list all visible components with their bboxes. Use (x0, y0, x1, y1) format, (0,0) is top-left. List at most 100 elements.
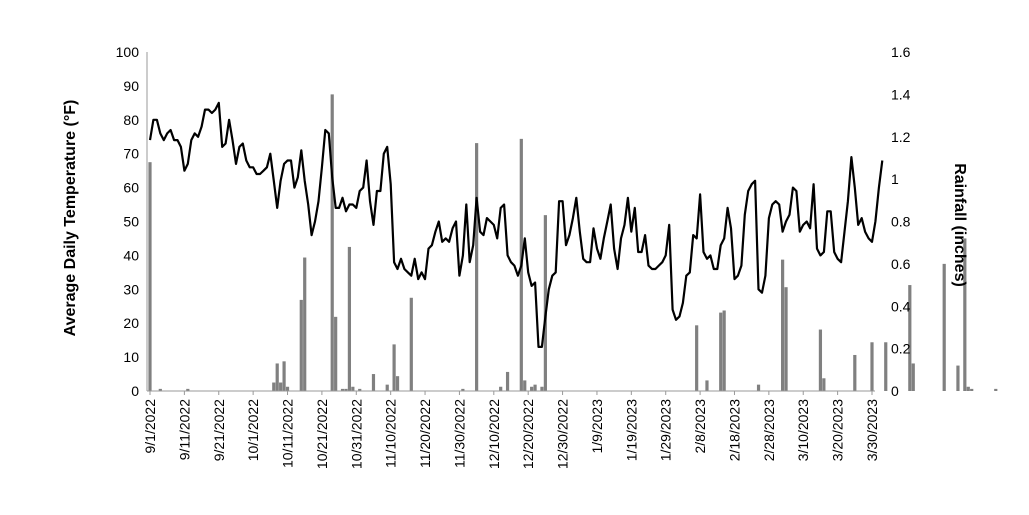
x-tick-label: 1/9/2023 (589, 399, 605, 454)
rainfall-bar (505, 371, 510, 391)
x-tick-label: 9/1/2022 (142, 399, 158, 454)
rainfall-bar (822, 378, 826, 391)
rainfall-bar (695, 325, 699, 391)
rainfall-bar (994, 388, 998, 391)
rainfall-bar (409, 297, 413, 391)
rainfall-bar (911, 363, 915, 391)
rainfall-bar (385, 384, 389, 391)
y-axis-title: Average Daily Temperature (°F) (62, 100, 79, 337)
rainfall-bar (282, 361, 286, 391)
rainfall-bars (148, 94, 998, 391)
rainfall-bar (942, 263, 946, 391)
x-tick-label: 2/8/2023 (692, 399, 708, 454)
rainfall-bar (148, 162, 152, 391)
rainfall-bar (344, 388, 348, 391)
y2-tick-label: 1.2 (891, 129, 911, 145)
rainfall-bar (158, 388, 162, 391)
rainfall-bar (719, 312, 723, 391)
x-tick-label: 11/10/2022 (383, 399, 399, 468)
rainfall-bar (499, 386, 503, 391)
x-tick-label: 11/20/2022 (417, 399, 433, 468)
x-tick-label: 12/30/2022 (555, 399, 571, 469)
rainfall-bar (358, 388, 362, 391)
y2-tick-label: 1.6 (891, 44, 911, 60)
x-tick-label: 11/30/2022 (451, 399, 467, 468)
rainfall-bar (279, 382, 283, 391)
y2-tick-label: 0.2 (891, 341, 911, 357)
y-tick-label: 20 (123, 315, 139, 331)
rainfall-bar (853, 354, 857, 391)
left-ticks: 0 10 20 30 40 50 60 70 80 90 100 (116, 44, 140, 399)
temperature-line (148, 101, 884, 348)
rainfall-bar (540, 386, 544, 391)
x-ticks: 9/1/2022 9/11/2022 9/21/2022 10/1/2022 10/11… (142, 391, 880, 469)
y-tick-label: 50 (123, 214, 139, 230)
rainfall-bar (340, 388, 345, 391)
y2-tick-label: 0.6 (891, 256, 911, 272)
x-tick-label: 12/10/2022 (486, 399, 502, 469)
x-tick-label: 2/28/2023 (761, 399, 777, 461)
rainfall-bar (722, 310, 726, 391)
axes (146, 52, 875, 392)
x-tick-label: 9/11/2022 (176, 399, 192, 460)
y-tick-label: 90 (123, 78, 139, 94)
rainfall-bar (303, 257, 307, 391)
rainfall-bar (299, 299, 303, 391)
rainfall-bar (530, 386, 534, 391)
x-tick-label: 10/1/2022 (245, 399, 261, 461)
x-tick-label: 1/29/2023 (658, 399, 674, 461)
rainfall-bar (285, 386, 290, 391)
rainfall-bar (395, 376, 400, 391)
rainfall-bar (533, 384, 537, 391)
x-tick-label: 9/21/2022 (211, 399, 227, 461)
rainfall-bar (272, 382, 276, 391)
rainfall-bar (186, 388, 190, 391)
x-tick-label: 3/20/2023 (830, 399, 846, 461)
y-tick-label: 100 (116, 44, 140, 60)
rainfall-bar (334, 316, 338, 391)
rainfall-bar (392, 344, 396, 391)
y-tick-label: 30 (123, 281, 139, 297)
rainfall-bar (966, 386, 970, 391)
x-tick-label: 10/21/2022 (314, 399, 330, 469)
x-tick-label: 3/30/2023 (864, 399, 880, 461)
rainfall-bar (543, 215, 547, 391)
y-tick-label: 80 (123, 112, 139, 128)
x-tick-label: 10/31/2022 (348, 399, 364, 469)
rainfall-bar (330, 94, 334, 391)
rainfall-bar (781, 259, 785, 391)
rainfall-bar (818, 329, 823, 391)
rainfall-bar (523, 380, 527, 391)
rainfall-bar (351, 386, 355, 391)
y-tick-label: 60 (123, 180, 139, 196)
rainfall-bar (756, 384, 761, 391)
x-tick-label: 2/18/2023 (726, 399, 742, 461)
y2-tick-label: 0.4 (891, 298, 911, 314)
y2-tick-label: 1.4 (891, 86, 911, 102)
x-tick-label: 12/20/2022 (520, 399, 536, 469)
y-tick-label: 10 (123, 349, 139, 365)
y-tick-label: 40 (123, 247, 139, 263)
y2-tick-label: 1 (891, 171, 899, 187)
x-tick-label: 1/19/2023 (623, 399, 639, 461)
rainfall-bar (970, 388, 974, 391)
y2-axis-title: Rainfall (inches) (951, 163, 968, 287)
rainfall-bar (956, 365, 960, 391)
rainfall-bar (963, 238, 967, 391)
x-tick-label: 10/11/2022 (280, 399, 296, 468)
y2-tick-label: 0.8 (891, 214, 911, 230)
rainfall-bar (461, 388, 465, 391)
rainfall-bar (475, 143, 479, 391)
rainfall-bar (870, 342, 874, 391)
rainfall-bar (884, 342, 888, 391)
y2-tick-label: 0 (891, 383, 899, 399)
rainfall-bar (784, 287, 788, 391)
x-tick-label: 3/10/2023 (795, 399, 811, 461)
rainfall-bar (908, 285, 912, 391)
rainfall-bar (371, 374, 376, 391)
temperature-series-line (148, 101, 884, 348)
rainfall-bar (347, 246, 352, 391)
y-tick-label: 0 (131, 383, 139, 399)
y-tick-label: 70 (123, 146, 139, 162)
